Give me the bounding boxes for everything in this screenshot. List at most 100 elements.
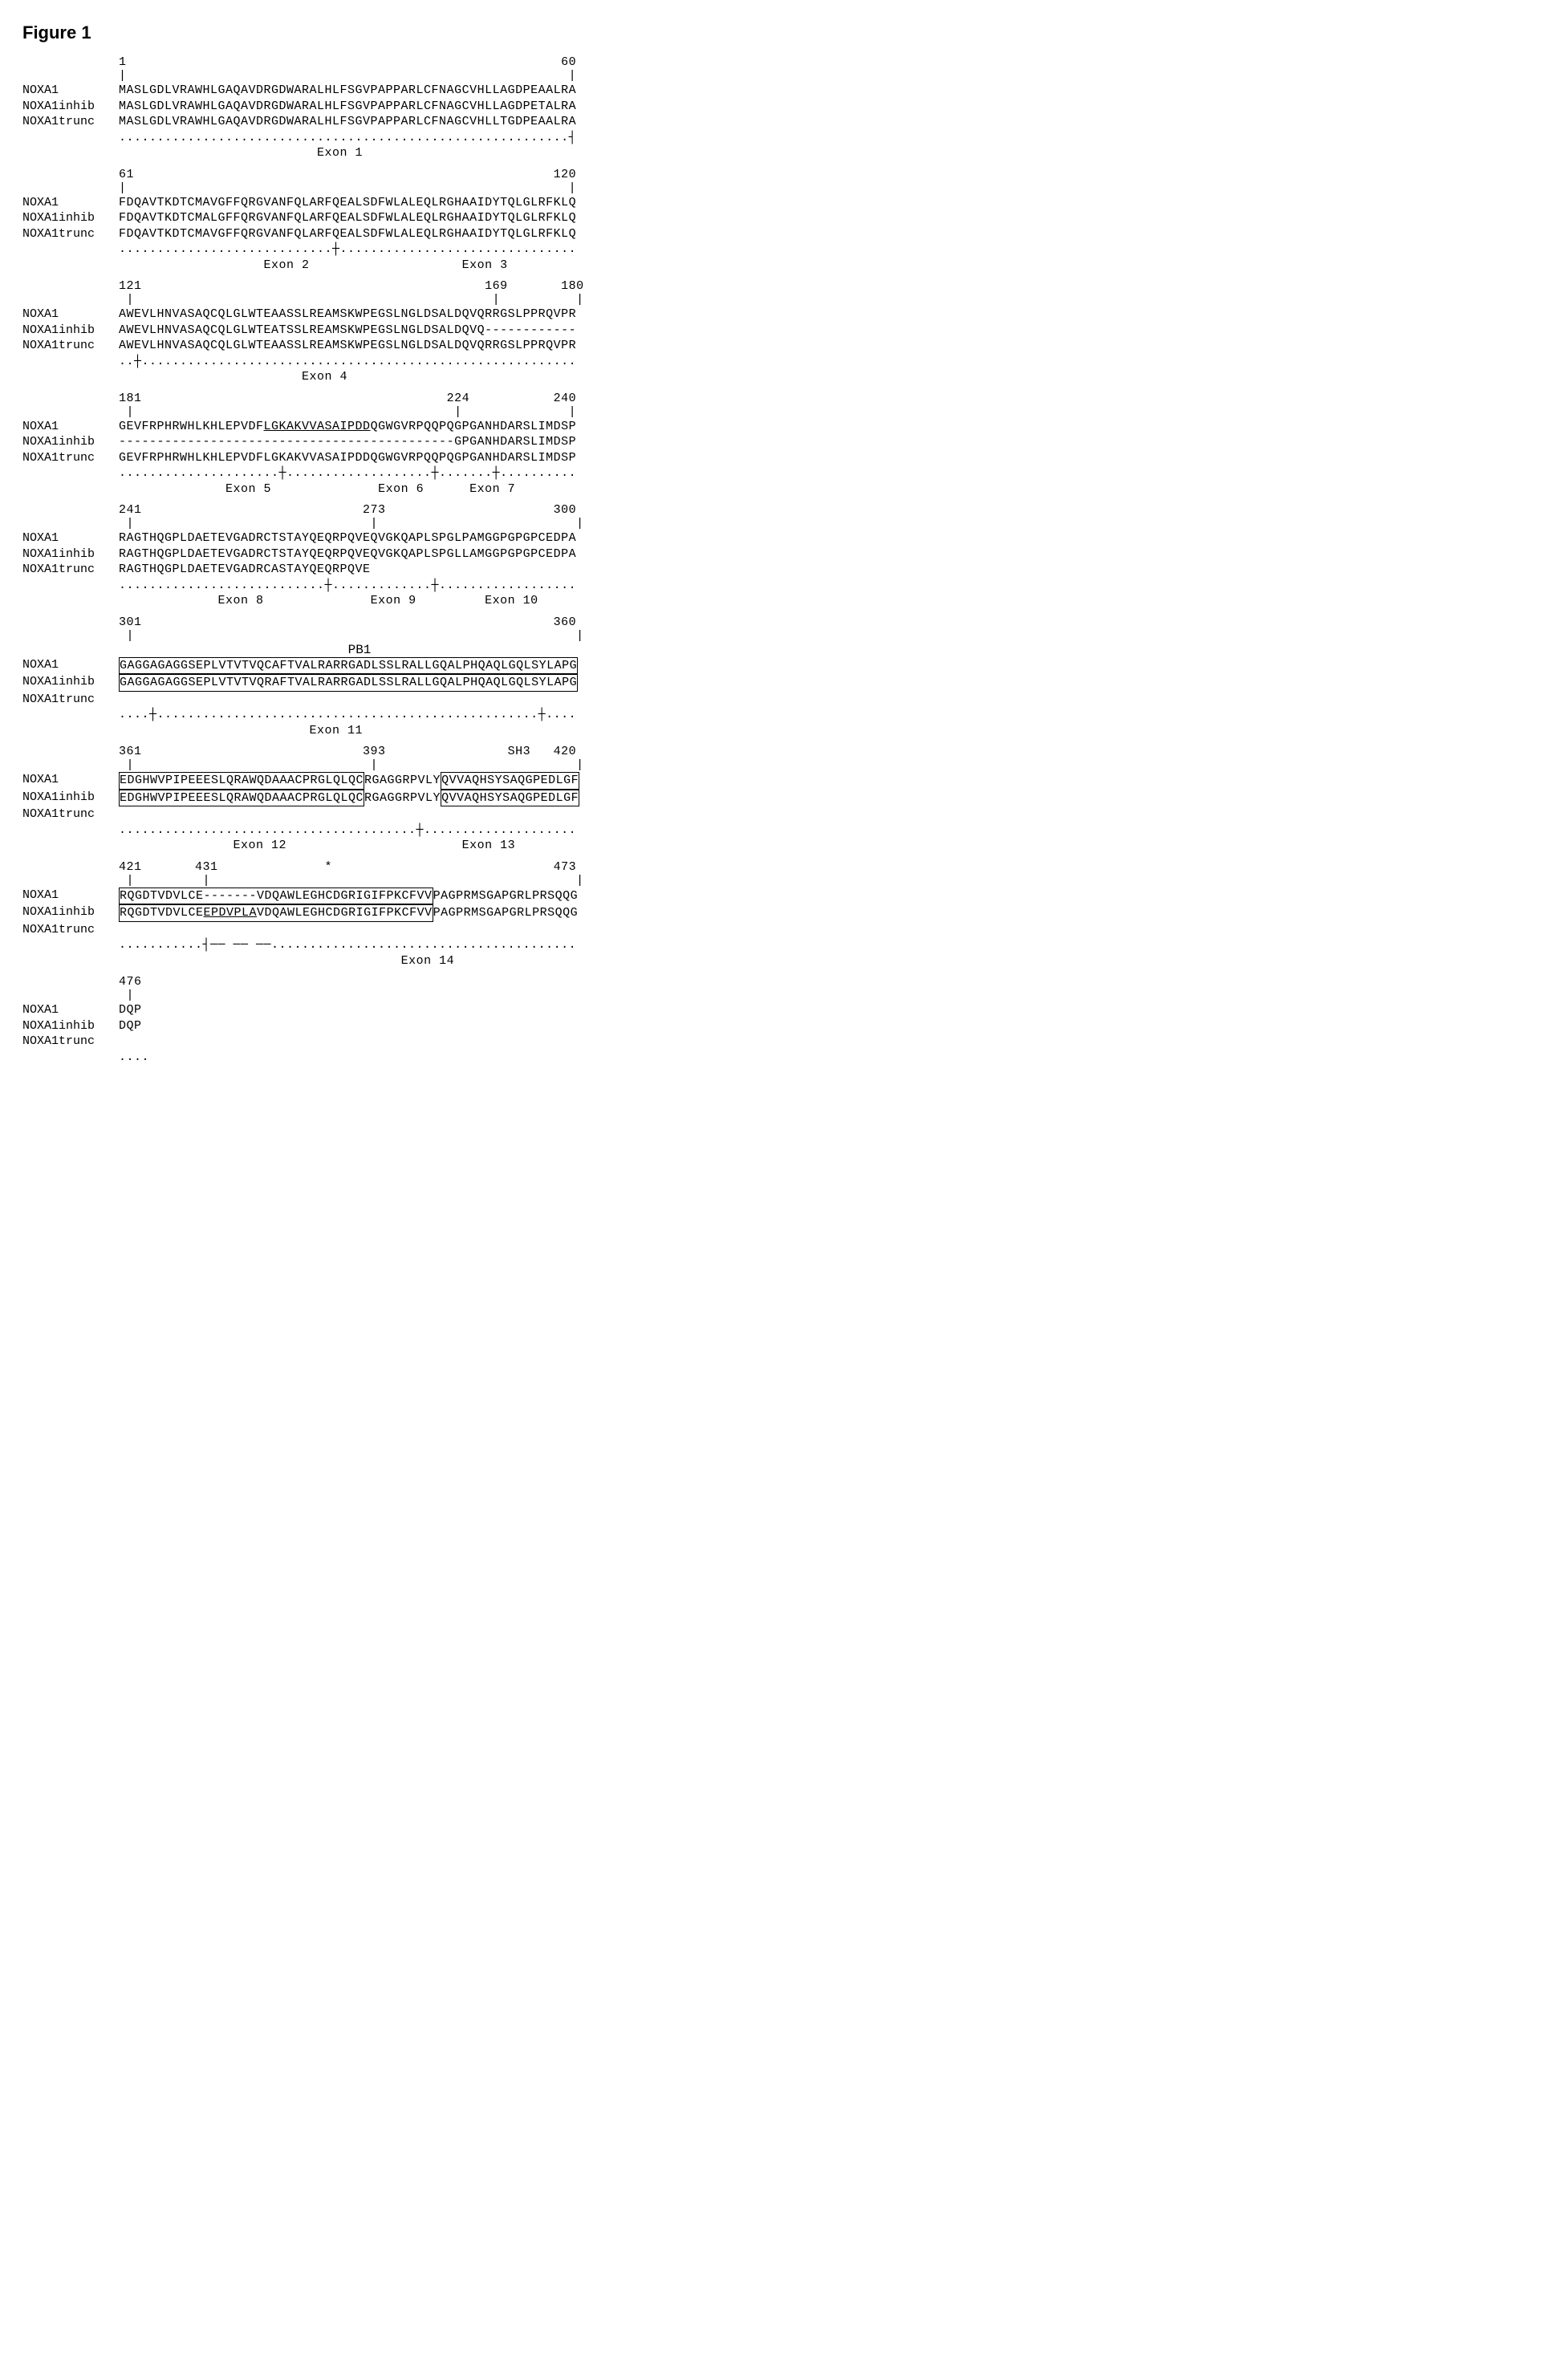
seq-noxa1-b6: GAGGAGAGGSEPLVTVTVQCAFTVALRARRGADLSSLRAL… [119,657,578,675]
exon14-label: Exon 14 [119,953,454,969]
pb1-box-noxa1: GAGGAGAGGSEPLVTVTVQCAFTVALRARRGADLSSLRAL… [119,657,578,675]
position-1-60: 1 60 [119,55,576,69]
alignment-block-9: 476 | NOXA1DQP NOXA1inhibDQP NOXA1trunc … [22,975,1546,1065]
seq-noxa1inhib-b6: GAGGAGAGGSEPLVTVTVQRAFTVALRARRGADLSSLRAL… [119,674,578,692]
seq-label-noxa1inhib-b4: NOXA1inhib [22,434,119,450]
tick-marks-b8: | | | [119,874,584,888]
seq-noxa1-b9: DQP [119,1002,142,1018]
pb1-end-box-i: EDGHWVPIPEEESLQRAWQDAAACPRGLQLQC [119,790,364,807]
sh3-box-noxa1inhib: QVVAQHSYSAQGPEDLGF [441,790,579,807]
seq-noxa1inhib-b3: AWEVLHNVASAQCQLGLWTEATSSLREAMSKWPEGSLNGL… [119,323,576,339]
seq-noxa1-b4: GEVFRPHRWHLKHLEPVDFLGKAKVVASAIPDDQGWGVRP… [119,419,576,435]
alignment-block-1: 1 60 | | NOXA1MASLGDLVRAWHLGAQAVDRGDWARA… [22,55,1546,161]
exon-line-b6: ....┼...................................… [119,707,576,723]
position-121-180: 121 169 180 [119,279,584,293]
seq-noxa1-b8: RQGDTVDVLCE-------VDQAWLEGHCDGRIGIFPKCFV… [119,888,578,905]
position-421-473: 421 431 * 473 [119,860,576,874]
seq-noxa1inhib-b5: RAGTHQGPLDAETEVGADRCTSTAYQEQRPQVEQVGKQAP… [119,546,576,563]
pb1-end-box: EDGHWVPIPEEESLQRAWQDAAACPRGLQLQC [119,772,364,790]
position-61-120: 61 120 [119,168,576,181]
seq-noxa1-b3: AWEVLHNVASAQCQLGLWTEAASSLREAMSKWPEGSLNGL… [119,307,576,323]
alignment-block-4: 181 224 240 | | | NOXA1GEVFRPHRWHLKHLEPV… [22,392,1546,498]
seq-label-noxa1inhib-b6: NOXA1inhib [22,674,119,692]
exon-line-b7: .......................................┼… [119,823,576,839]
seq-label-noxa1-b7: NOXA1 [22,772,119,790]
exon-line-b4: .....................┼..................… [119,465,576,481]
seq-label-noxa1inhib-b3: NOXA1inhib [22,323,119,339]
seq-label-noxa1inhib: NOXA1inhib [22,99,119,115]
seq-noxa1inhib-b9: DQP [119,1018,142,1034]
exon-line-b1: ........................................… [119,130,576,146]
exon8910-label: Exon 8 Exon 9 Exon 10 [119,593,538,609]
exon-line-b3: ..┼.....................................… [119,354,576,370]
seq-noxa1-b2: FDQAVTKDTCMAVGFFQRGVANFQLARFQEALSDFWLALE… [119,195,576,211]
seq-noxa1trunc-b5: RAGTHQGPLDAETEVGADRCASTAYQEQRPQVE [119,562,371,578]
seq-label-noxa1inhib-b5: NOXA1inhib [22,546,119,563]
figure-title: Figure 1 [22,22,1546,43]
alignment-block-8: 421 431 * 473 | | | NOXA1RQGDTVDVLCE----… [22,860,1546,969]
seq-label-noxa1inhib-b7: NOXA1inhib [22,790,119,807]
sh3-box-noxa1: QVVAQHSYSAQGPEDLGF [441,772,579,790]
seq-label-noxa1inhib-b2: NOXA1inhib [22,210,119,226]
tick-marks-b4: | | | [119,405,576,419]
alignment-block-5: 241 273 300 | | | NOXA1RAGTHQGPLDAETEVGA… [22,503,1546,609]
seq-label-noxa1trunc-b9: NOXA1trunc [22,1034,119,1050]
seq-label-noxa1-b9: NOXA1 [22,1002,119,1018]
seq-noxa1-b5: RAGTHQGPLDAETEVGADRCTSTAYQEQRPQVEQVGKQAP… [119,530,576,546]
seq-noxa1trunc-b3: AWEVLHNVASAQCQLGLWTEAASSLREAMSKWPEGSLNGL… [119,338,576,354]
seq-label-noxa1trunc-b7: NOXA1trunc [22,806,119,823]
position-476: 476 [119,975,142,989]
seq-label-noxa1trunc-b3: NOXA1trunc [22,338,119,354]
seq-label-noxa1trunc-b2: NOXA1trunc [22,226,119,242]
tick-marks-b6: | | [119,629,584,643]
sh3-cont-box-i: RQGDTVDVLCEEPDVPLAVDQAWLEGHCDGRIGIFPKCFV… [119,904,433,922]
seq-noxa1-b7: EDGHWVPIPEEESLQRAWQDAAACPRGLQLQCRGAGGRPV… [119,772,579,790]
alignment-block-2: 61 120 | | NOXA1FDQAVTKDTCMAVGFFQRGVANFQ… [22,168,1546,274]
alignment-block-3: 121 169 180 | | | NOXA1AWEVLHNVASAQCQLGL… [22,279,1546,385]
exon1-label: Exon 1 [119,145,363,161]
seq-noxa1inhib-b8: RQGDTVDVLCEEPDVPLAVDQAWLEGHCDGRIGIFPKCFV… [119,904,578,922]
sh3-cont-box: RQGDTVDVLCE-------VDQAWLEGHCDGRIGIFPKCFV… [119,888,433,905]
alignment-block-6: 301 360 | | PB1 NOXA1GAGGAGAGGSEPLVTVTVQ… [22,615,1546,739]
seq-label-noxa1inhib-b8: NOXA1inhib [22,904,119,922]
tick-marks-b3: | | | [119,293,584,307]
seq-label-noxa1trunc: NOXA1trunc [22,114,119,130]
seq-label-noxa1-b8: NOXA1 [22,888,119,905]
seq-noxa1-b1: MASLGDLVRAWHLGAQAVDRGDWARALHLFSGVPAPPARL… [119,83,576,99]
seq-label-noxa1: NOXA1 [22,83,119,99]
exon23-label: Exon 2 Exon 3 [119,258,508,274]
seq-label-noxa1-b5: NOXA1 [22,530,119,546]
underlined-insertion: EPDVPLA [204,906,258,920]
seq-noxa1inhib-b4: ----------------------------------------… [119,434,576,450]
pb1-box-noxa1inhib: GAGGAGAGGSEPLVTVTVQRAFTVALRARRGADLSSLRAL… [119,674,578,692]
seq-label-noxa1trunc-b4: NOXA1trunc [22,450,119,466]
seq-label-noxa1trunc-b8: NOXA1trunc [22,922,119,938]
position-241-300: 241 273 300 [119,503,576,517]
seq-label-noxa1trunc-b6: NOXA1trunc [22,692,119,708]
position-301-360: 301 360 [119,615,576,629]
seq-noxa1trunc-b1: MASLGDLVRAWHLGAQAVDRGDWARALHLFSGVPAPPARL… [119,114,576,130]
seq-noxa1inhib-b1: MASLGDLVRAWHLGAQAVDRGDWARALHLFSGVPAPPARL… [119,99,576,115]
position-361-420: 361 393 SH3 420 [119,745,576,758]
seq-label-noxa1inhib-b9: NOXA1inhib [22,1018,119,1034]
exon1213-label: Exon 12 Exon 13 [119,838,515,854]
exon11-label: Exon 11 [119,723,363,739]
seq-noxa1inhib-b2: FDQAVTKDTCMALGFFQRGVANFQLARFQEALSDFWLALE… [119,210,576,226]
pb1-domain-label: PB1 [119,643,600,657]
seq-noxa1trunc-b2: FDQAVTKDTCMAVGFFQRGVANFQLARFQEALSDFWLALE… [119,226,576,242]
tick-marks-b5: | | | [119,517,584,530]
tick-marks-b2: | | [119,181,576,195]
tick-marks: | | [119,69,576,83]
tick-marks-b9: | [119,989,134,1002]
exon-line-b9: .... [119,1050,149,1066]
tick-marks-b7: | | | [119,758,584,772]
exon-line-b2: ............................┼...........… [119,242,576,258]
exon567-label: Exon 5 Exon 6 Exon 7 [119,481,515,498]
seq-label-noxa1trunc-b5: NOXA1trunc [22,562,119,578]
exon-line-b8: ...........┤── ── ──....................… [119,937,576,953]
exon4-label: Exon 4 [119,369,347,385]
exon-line-b5: ...........................┼............… [119,578,576,594]
underlined-region-b4: LGKAKVVASAIPDD [264,420,371,433]
seq-noxa1inhib-b7: EDGHWVPIPEEESLQRAWQDAAACPRGLQLQCRGAGGRPV… [119,790,579,807]
seq-label-noxa1-b2: NOXA1 [22,195,119,211]
